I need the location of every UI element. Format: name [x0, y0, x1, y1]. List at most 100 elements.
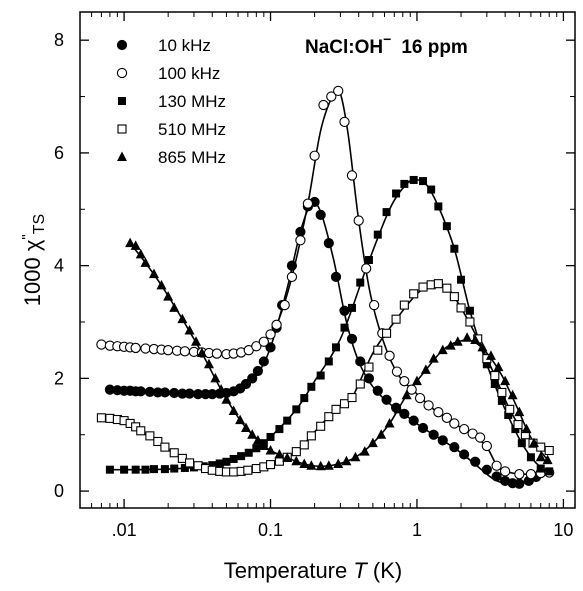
- data-point: [237, 452, 246, 461]
- data-point: [324, 357, 333, 366]
- data-point: [306, 431, 316, 441]
- data-point: [529, 437, 540, 448]
- data-point: [525, 469, 537, 480]
- data-point: [401, 389, 412, 400]
- data-point: [105, 413, 115, 423]
- data-point: [332, 343, 341, 352]
- data-point: [131, 465, 140, 474]
- data-point: [295, 226, 306, 237]
- data-point: [372, 385, 383, 396]
- data-point: [228, 405, 239, 416]
- x-tick-label: 0.1: [258, 520, 283, 540]
- data-point: [373, 230, 382, 239]
- data-point: [382, 328, 392, 338]
- y-axis-title: 1000 χ"TS: [19, 214, 48, 306]
- legend-label: 130 MHz: [158, 92, 226, 111]
- data-point: [406, 384, 417, 395]
- data-point: [497, 387, 507, 398]
- data-point: [207, 465, 217, 475]
- data-point: [247, 429, 258, 439]
- data-point: [265, 460, 276, 470]
- data-point: [355, 379, 365, 389]
- data-point: [459, 423, 470, 435]
- data-point: [481, 440, 492, 452]
- data-point: [382, 208, 391, 217]
- data-point: [514, 478, 525, 489]
- data-point: [120, 465, 129, 474]
- data-point: [299, 440, 309, 450]
- data-point: [243, 465, 253, 475]
- sample-annotation: NaCl:OH− 16 ppm: [305, 31, 468, 58]
- x-axis-title-variable: T: [353, 558, 368, 583]
- data-point: [265, 445, 276, 455]
- data-point: [437, 344, 448, 355]
- data-point: [180, 463, 189, 472]
- data-point: [474, 432, 486, 443]
- data-point: [333, 85, 344, 97]
- data-point: [169, 302, 180, 312]
- y-tick-label: 2: [54, 368, 64, 388]
- data-point: [170, 464, 179, 473]
- y-axis-title-superscript: ": [19, 234, 36, 239]
- data-point: [283, 416, 292, 425]
- data-point: [356, 278, 365, 287]
- data-point: [499, 466, 511, 477]
- data-point: [340, 323, 349, 332]
- data-point: [315, 460, 326, 471]
- data-point: [384, 350, 395, 361]
- data-point: [291, 447, 301, 457]
- data-point: [258, 440, 269, 450]
- data-point: [184, 324, 195, 335]
- data-point: [442, 283, 452, 293]
- data-point: [449, 292, 459, 302]
- data-point: [216, 384, 227, 394]
- data-point: [428, 429, 439, 440]
- fit-curve: [109, 179, 550, 473]
- data-point: [240, 378, 252, 390]
- x-axis-title: Temperature T (K): [224, 558, 403, 583]
- series-510-mhz: [96, 279, 554, 477]
- data-point: [145, 431, 155, 441]
- data-point: [449, 442, 460, 453]
- data-point: [211, 348, 222, 359]
- data-point: [536, 464, 545, 473]
- legend-label: 865 MHz: [158, 148, 226, 167]
- x-tick-label: 1: [412, 520, 422, 540]
- data-point: [491, 460, 502, 471]
- legend-marker: [116, 67, 128, 79]
- data-point: [196, 347, 207, 357]
- data-point: [457, 275, 466, 284]
- series-10-khz: [104, 196, 542, 489]
- data-point: [163, 291, 174, 301]
- y-axis-title-subscript: TS: [31, 214, 48, 234]
- series-100-khz: [96, 85, 555, 480]
- data-point: [252, 444, 261, 453]
- data-point: [437, 435, 448, 446]
- data-point: [500, 375, 511, 386]
- data-point: [441, 412, 453, 423]
- data-point: [307, 382, 316, 391]
- data-point: [507, 389, 518, 400]
- data-point: [470, 456, 481, 467]
- axes-layer: .01 0.1 1 10 0 2 4 6 8: [54, 11, 576, 540]
- legend: 10 kHz 100 kHz 130 MHz 510 MHz 865 MHz: [116, 36, 226, 167]
- data-point: [140, 257, 151, 267]
- data-point: [414, 392, 426, 404]
- data-point: [300, 394, 309, 403]
- data-point: [330, 271, 342, 283]
- data-point: [465, 317, 475, 327]
- data-point: [381, 394, 392, 405]
- data-point: [399, 376, 410, 387]
- data-point: [368, 299, 380, 311]
- data-point: [456, 303, 466, 313]
- data-point: [265, 342, 276, 353]
- data-point: [465, 306, 474, 315]
- data-point: [491, 471, 502, 482]
- data-point: [442, 222, 451, 231]
- data-point: [517, 439, 526, 448]
- data-point: [497, 396, 506, 405]
- data-points-layer: [96, 85, 555, 489]
- data-point: [418, 282, 428, 292]
